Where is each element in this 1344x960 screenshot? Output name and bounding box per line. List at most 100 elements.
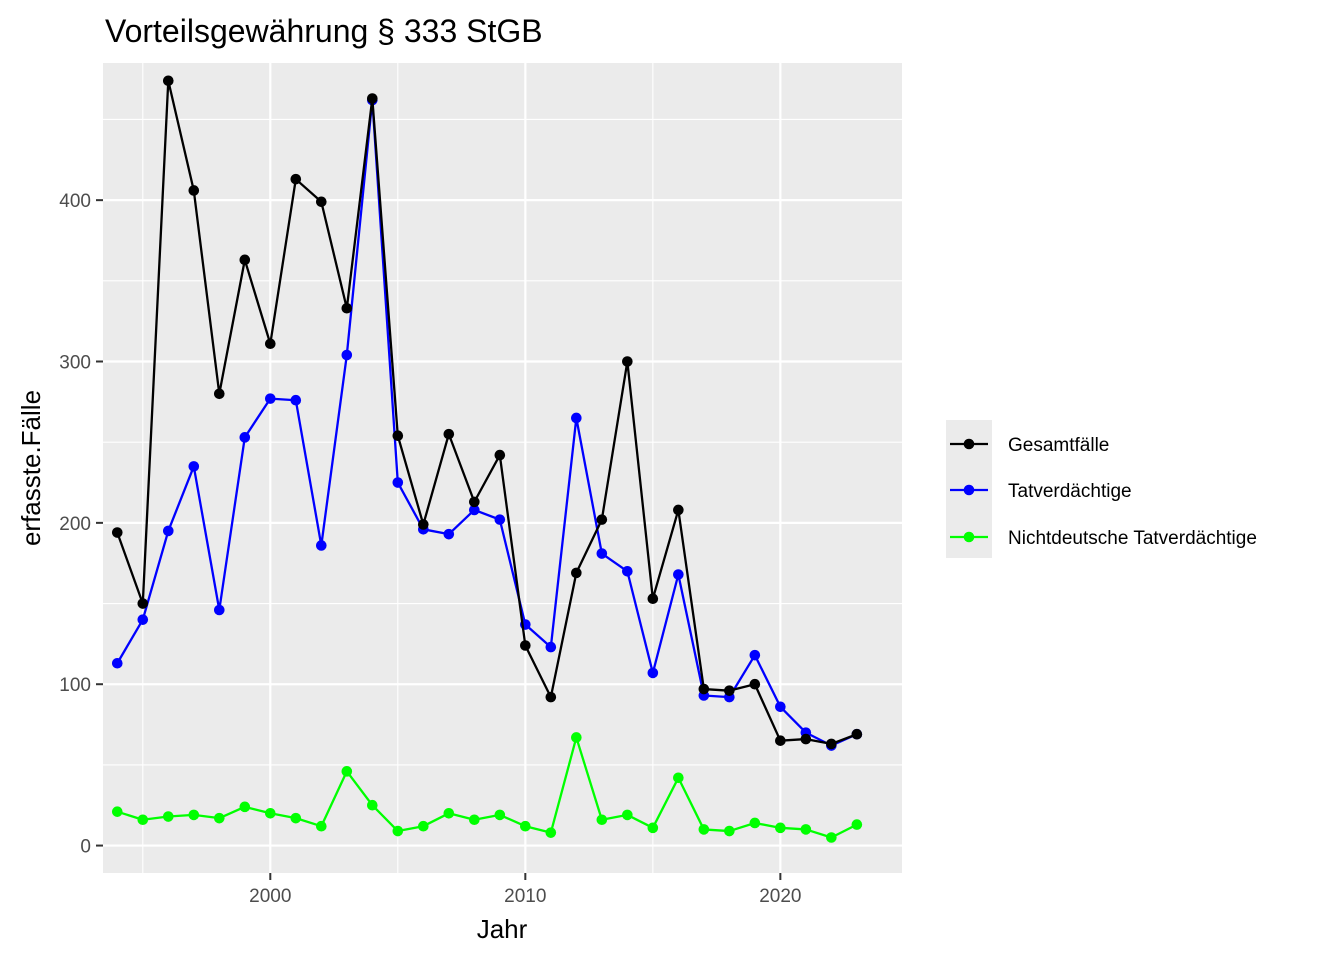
data-point xyxy=(571,412,582,424)
legend: Gesamtfälle Tatverdächtige Nichtdeutsche T… xyxy=(946,420,1257,558)
data-point xyxy=(213,604,225,616)
data-point xyxy=(162,75,174,87)
legend-label: Nichtdeutsche Tatverdächtige xyxy=(1008,528,1257,549)
data-point xyxy=(775,735,786,746)
data-point xyxy=(724,685,735,696)
data-point xyxy=(111,657,123,669)
data-point xyxy=(596,514,608,525)
data-point xyxy=(622,565,633,577)
y-tick-label: 100 xyxy=(59,675,91,696)
data-point xyxy=(316,820,327,832)
data-point xyxy=(418,820,429,832)
data-point xyxy=(647,593,659,604)
data-point xyxy=(545,641,557,653)
data-point xyxy=(290,394,302,406)
data-point xyxy=(137,814,149,826)
data-point xyxy=(545,827,557,838)
data-point xyxy=(137,598,149,609)
data-point xyxy=(341,349,353,361)
data-point xyxy=(264,338,276,350)
legend-key-point xyxy=(963,531,975,543)
data-point xyxy=(443,807,455,819)
data-point xyxy=(137,614,149,625)
data-point xyxy=(188,461,200,472)
data-point xyxy=(213,812,225,824)
data-point xyxy=(826,832,837,843)
axes: 2000 2010 2020 0 100 200 300 400 xyxy=(59,191,801,907)
data-point xyxy=(367,799,378,811)
data-point xyxy=(647,822,659,834)
legend-label: Tatverdächtige xyxy=(1008,481,1132,502)
y-tick-label: 0 xyxy=(80,837,91,858)
data-point xyxy=(749,817,761,829)
data-point xyxy=(443,428,455,440)
chart-title: Vorteilsgewährung § 333 StGB xyxy=(105,13,543,49)
data-point xyxy=(264,393,276,404)
data-point xyxy=(698,824,710,835)
data-point xyxy=(367,93,378,104)
data-point xyxy=(392,477,404,488)
data-point xyxy=(469,496,480,508)
data-point xyxy=(188,809,200,821)
data-point xyxy=(826,738,837,750)
data-point xyxy=(316,540,327,551)
data-point xyxy=(571,732,582,743)
data-point xyxy=(622,809,633,821)
legend-key-point xyxy=(963,438,975,450)
data-point xyxy=(622,356,633,367)
y-tick-label: 400 xyxy=(59,191,91,212)
data-point xyxy=(341,302,353,314)
data-point xyxy=(111,527,123,538)
data-point xyxy=(520,820,531,832)
legend-label: Gesamtfälle xyxy=(1008,435,1109,456)
data-point xyxy=(494,449,506,461)
data-point xyxy=(673,772,684,784)
data-point xyxy=(290,173,302,185)
data-point xyxy=(673,504,684,516)
data-point xyxy=(749,649,761,661)
data-point xyxy=(213,388,225,400)
data-point xyxy=(494,809,506,821)
data-point xyxy=(392,825,404,837)
data-point xyxy=(469,814,480,826)
data-point xyxy=(800,733,812,745)
data-point xyxy=(775,701,786,713)
data-point xyxy=(749,678,761,690)
data-point xyxy=(290,812,302,824)
data-point xyxy=(800,824,812,835)
data-point xyxy=(162,811,174,822)
data-point xyxy=(851,819,863,830)
y-tick-label: 300 xyxy=(59,353,91,374)
data-point xyxy=(698,683,710,695)
data-point xyxy=(596,548,608,559)
data-point xyxy=(596,814,608,826)
data-point xyxy=(392,430,404,442)
data-point xyxy=(469,504,480,516)
data-point xyxy=(775,822,786,834)
data-point xyxy=(494,514,506,525)
legend-key-point xyxy=(963,484,975,496)
data-point xyxy=(239,432,251,443)
data-point xyxy=(162,525,174,537)
data-point xyxy=(239,801,251,813)
data-point xyxy=(341,766,353,777)
data-point xyxy=(647,667,659,679)
data-point xyxy=(188,185,200,196)
x-tick-label: 2020 xyxy=(759,886,801,907)
data-point xyxy=(571,567,582,579)
data-point xyxy=(111,806,123,817)
x-tick-label: 2010 xyxy=(504,886,546,907)
data-point xyxy=(316,196,327,208)
data-point xyxy=(418,519,429,530)
data-point xyxy=(545,691,557,703)
data-point xyxy=(520,640,531,651)
data-point xyxy=(673,569,684,580)
series-layer xyxy=(111,75,863,843)
data-point xyxy=(851,728,863,740)
y-axis-title: erfasste.Fälle xyxy=(16,390,46,546)
x-tick-label: 2000 xyxy=(249,886,291,907)
y-tick-label: 200 xyxy=(59,514,91,535)
data-point xyxy=(443,528,455,540)
data-point xyxy=(239,254,251,266)
